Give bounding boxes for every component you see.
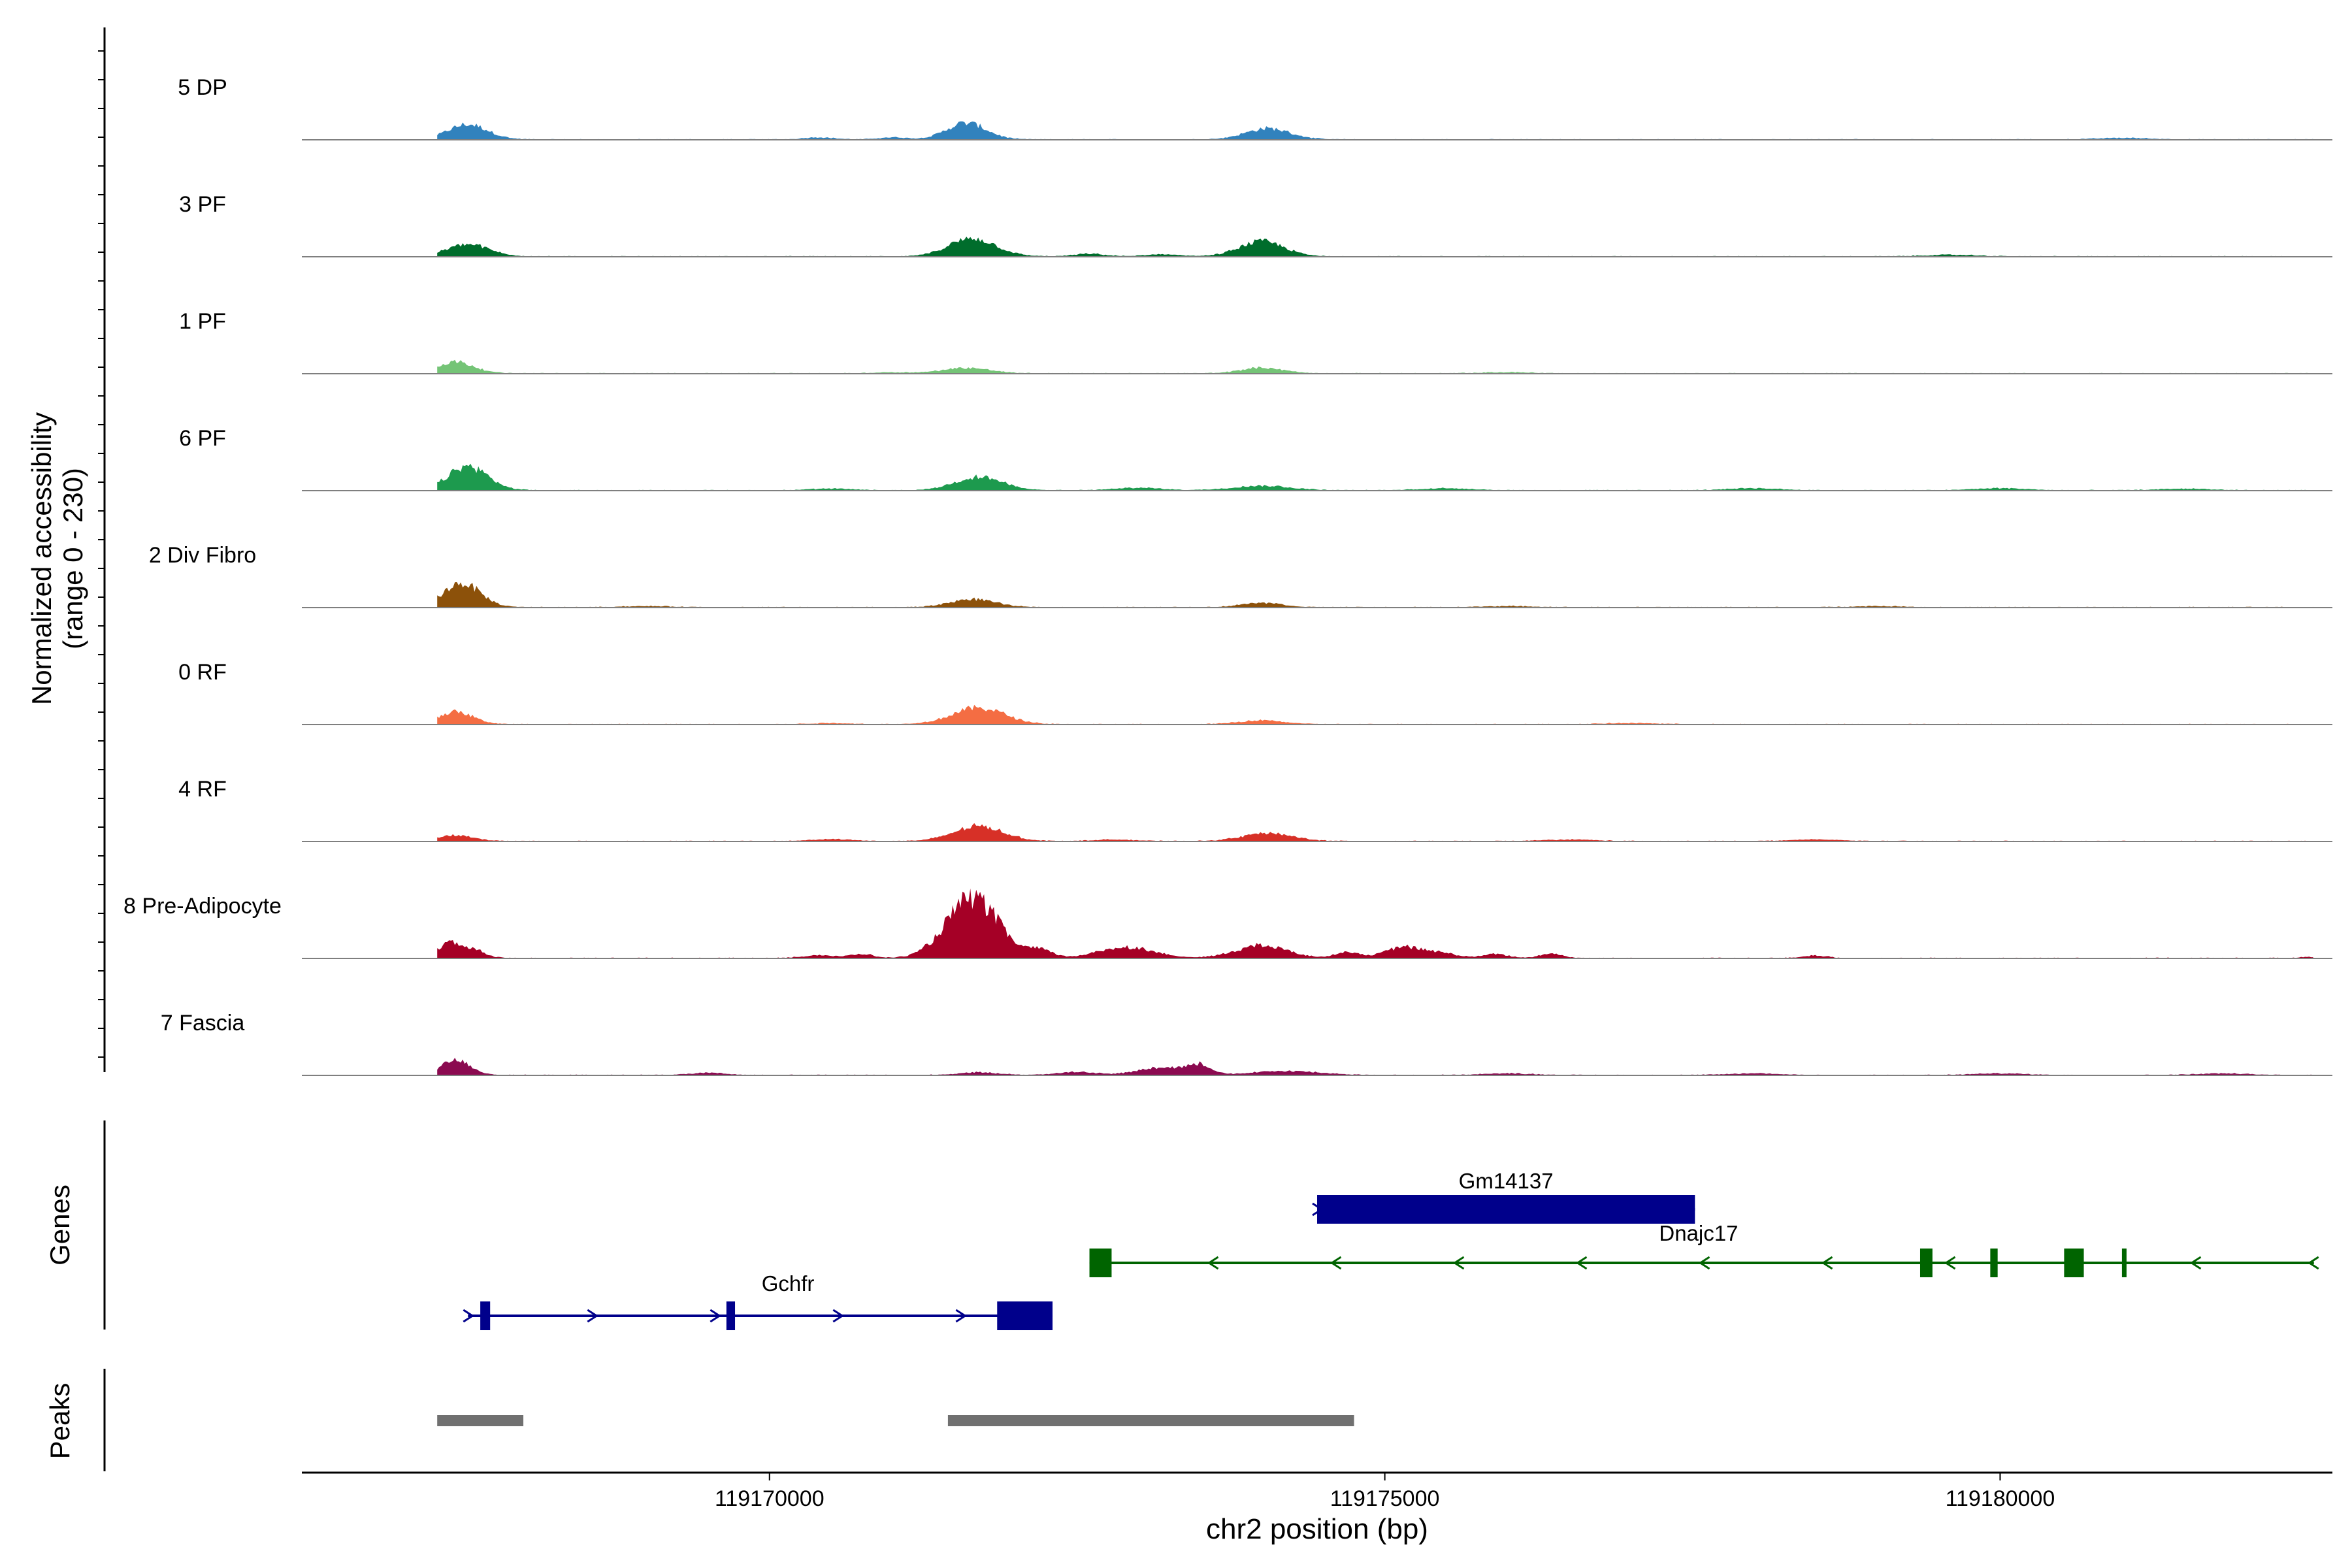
gene-exon xyxy=(480,1301,491,1330)
strand-arrow xyxy=(1698,1256,1710,1270)
track-7-fascia: 7 Fascia xyxy=(161,1011,2332,1076)
track-4-rf: 4 RF xyxy=(178,777,2332,842)
y-axis-title: Normalized accessibility (range 0 - 230) xyxy=(26,412,88,705)
gene-exon xyxy=(997,1301,1053,1330)
peak-regions xyxy=(437,1415,1354,1426)
peak-region xyxy=(437,1415,524,1426)
x-ticks: 119170000 119175000 119180000 xyxy=(715,1473,2055,1511)
gene-label: Gchfr xyxy=(762,1271,815,1296)
track-label: 8 Pre-Adipocyte xyxy=(123,894,282,919)
track-label: 4 RF xyxy=(178,777,227,802)
strand-arrow xyxy=(1330,1256,1342,1270)
strand-arrow xyxy=(2189,1256,2202,1270)
coverage-y-axis xyxy=(98,27,106,1072)
strand-arrow xyxy=(2307,1256,2319,1270)
strand-arrow xyxy=(1452,1256,1465,1270)
strand-arrow xyxy=(1207,1256,1219,1270)
track-label: 1 PF xyxy=(179,309,226,334)
gene-exon xyxy=(1990,1249,1998,1277)
gene-exon xyxy=(726,1301,736,1330)
gene-exon xyxy=(1919,1249,1933,1277)
strand-arrow xyxy=(463,1309,475,1323)
coverage-tracks: 5 DP 3 PF 1 PF 6 PF 2 Div Fibro 0 RF 4 RF 8 Pre… xyxy=(123,75,2332,1076)
y-axis-title-line1: Normalized accessibility xyxy=(26,412,57,705)
strand-arrow xyxy=(955,1309,968,1323)
track-5-dp: 5 DP xyxy=(178,75,2332,140)
gene-gchfr: Gchfr xyxy=(463,1271,1053,1330)
track-0-rf: 0 RF xyxy=(178,660,2332,725)
gene-dnajc17: Dnajc17 xyxy=(1089,1221,2319,1277)
gene-models: Gm14137 Dnajc17 Gchfr xyxy=(463,1169,2319,1330)
track-label: 3 PF xyxy=(179,192,226,217)
x-axis-title: chr2 position (bp) xyxy=(1206,1513,1428,1545)
peaks-panel: Peaks xyxy=(44,1369,1354,1471)
x-tick-label: 119170000 xyxy=(715,1486,825,1511)
gene-exon xyxy=(2064,1249,2084,1277)
strand-arrow xyxy=(1821,1256,1833,1270)
peaks-label: Peaks xyxy=(44,1383,75,1460)
track-1-pf: 1 PF xyxy=(179,309,2332,374)
strand-arrow xyxy=(832,1309,845,1323)
gene-label: Dnajc17 xyxy=(1659,1221,1738,1245)
coverage-area xyxy=(437,121,2314,140)
strand-arrow xyxy=(587,1309,599,1323)
x-tick-label: 119180000 xyxy=(1946,1486,2055,1511)
track-label: 5 DP xyxy=(178,75,227,100)
y-axis-title-line2: (range 0 - 230) xyxy=(57,468,88,649)
strand-arrow xyxy=(1944,1256,1956,1270)
strand-arrow xyxy=(710,1309,722,1323)
gene-exon xyxy=(1317,1195,1695,1224)
track-8-pre-adipocyte: 8 Pre-Adipocyte xyxy=(123,889,2332,959)
gene-label: Gm14137 xyxy=(1459,1169,1554,1193)
track-2-div-fibro: 2 Div Fibro xyxy=(149,543,2332,608)
gene-gm14137: Gm14137 xyxy=(1312,1169,1695,1224)
genes-label: Genes xyxy=(44,1184,75,1266)
track-3-pf: 3 PF xyxy=(179,192,2332,257)
peak-region xyxy=(947,1415,1354,1426)
track-6-pf: 6 PF xyxy=(179,426,2332,491)
x-tick-label: 119175000 xyxy=(1330,1486,1440,1511)
x-axis: 119170000 119175000 119180000 chr2 positio… xyxy=(302,1471,2332,1545)
track-label: 7 Fascia xyxy=(161,1011,245,1036)
gene-exon xyxy=(2121,1249,2127,1277)
track-label: 6 PF xyxy=(179,426,226,451)
strand-arrow xyxy=(1575,1256,1588,1270)
track-label: 0 RF xyxy=(178,660,227,685)
genes-panel: Genes Gm14137 Dnajc17 Gchfr xyxy=(44,1120,2319,1330)
track-label: 2 Div Fibro xyxy=(149,543,256,568)
gene-exon xyxy=(1089,1249,1112,1277)
